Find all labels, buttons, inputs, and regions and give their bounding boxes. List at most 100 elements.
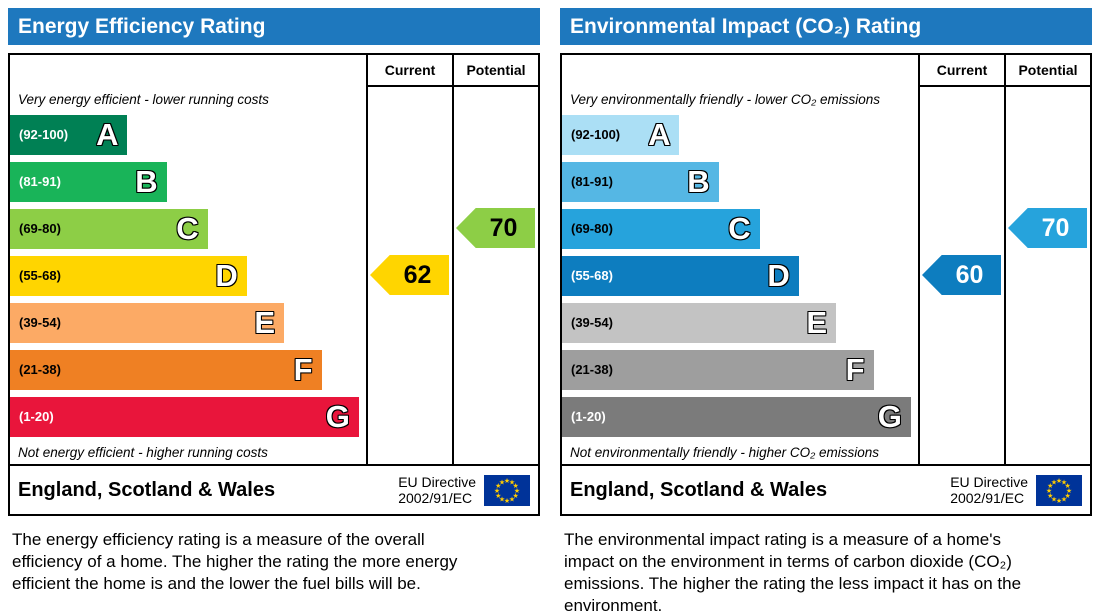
svg-text:★: ★ bbox=[513, 482, 519, 490]
chart-footer: England, Scotland & Wales EU Directive 2… bbox=[10, 464, 538, 514]
svg-text:★: ★ bbox=[1066, 487, 1072, 495]
top-note: Very environmentally friendly - lower CO… bbox=[570, 91, 880, 107]
eu-flag-icon: ★★★★★★★★★★★★ bbox=[1036, 474, 1082, 506]
potential-rating-arrow: 70 bbox=[1008, 208, 1087, 248]
eu-directive-line2: 2002/91/EC bbox=[950, 490, 1025, 506]
band-row: (21-38) F bbox=[562, 346, 918, 393]
panel-description: The environmental impact rating is a mea… bbox=[564, 530, 1022, 616]
band-row: (55-68) D bbox=[10, 252, 366, 299]
svg-text:★: ★ bbox=[509, 478, 515, 486]
band-range-label: (81-91) bbox=[571, 174, 613, 189]
band-range-label: (69-80) bbox=[571, 221, 613, 236]
band-letter: G bbox=[877, 399, 902, 434]
band-letter: C bbox=[176, 211, 199, 246]
svg-text:★: ★ bbox=[495, 492, 501, 500]
band-row: (69-80) C bbox=[10, 205, 366, 252]
band-row: (81-91) B bbox=[10, 158, 366, 205]
band-row: (92-100) A bbox=[10, 111, 366, 158]
band-bar-f: (21-38) F bbox=[562, 349, 874, 390]
epc-panel-environmental: Environmental Impact (CO₂) Rating Very e… bbox=[560, 8, 1092, 615]
svg-text:★: ★ bbox=[504, 477, 510, 485]
top-note: Very energy efficient - lower running co… bbox=[18, 91, 269, 107]
svg-text:★: ★ bbox=[1047, 492, 1053, 500]
current-rating-value: 60 bbox=[955, 260, 984, 289]
band-bar-b: (81-91) B bbox=[562, 161, 719, 202]
band-row: (55-68) D bbox=[562, 252, 918, 299]
band-range-label: (92-100) bbox=[19, 127, 69, 142]
band-range-label: (69-80) bbox=[19, 221, 61, 236]
svg-text:★: ★ bbox=[1047, 482, 1053, 490]
band-range-label: (81-91) bbox=[19, 174, 61, 189]
bottom-note: Not environmentally friendly - higher CO… bbox=[570, 444, 880, 460]
potential-column-header: Potential bbox=[454, 55, 538, 87]
potential-column: Potential 70 bbox=[452, 55, 538, 464]
band-range-label: (39-54) bbox=[571, 315, 613, 330]
band-range-label: (39-54) bbox=[19, 315, 61, 330]
current-column-header: Current bbox=[920, 55, 1004, 87]
current-rating-arrow: 60 bbox=[922, 255, 1001, 295]
panel-title: Energy Efficiency Rating bbox=[8, 8, 540, 45]
band-bar-g: (1-20) G bbox=[562, 396, 911, 437]
svg-text:★: ★ bbox=[1065, 482, 1071, 490]
svg-text:★: ★ bbox=[514, 487, 520, 495]
band-row: (69-80) C bbox=[562, 205, 918, 252]
region-label: England, Scotland & Wales bbox=[18, 478, 276, 501]
band-bar-g: (1-20) G bbox=[10, 396, 359, 437]
potential-column-header: Potential bbox=[1006, 55, 1090, 87]
svg-text:★: ★ bbox=[499, 478, 505, 486]
current-column: Current 62 bbox=[366, 55, 452, 464]
band-range-label: (55-68) bbox=[571, 268, 613, 283]
eu-directive-line1: EU Directive bbox=[398, 473, 476, 490]
band-row: (39-54) E bbox=[10, 299, 366, 346]
header-spacer bbox=[10, 55, 366, 87]
band-letter: A bbox=[648, 117, 671, 152]
band-bar-c: (69-80) C bbox=[10, 208, 208, 249]
band-bar-d: (55-68) D bbox=[10, 255, 247, 296]
band-row: (1-20) G bbox=[562, 393, 918, 440]
current-rating-value: 62 bbox=[403, 260, 432, 289]
panel-description: The energy efficiency rating is a measur… bbox=[12, 530, 458, 594]
band-letter: D bbox=[215, 258, 238, 293]
band-bar-a: (92-100) A bbox=[10, 114, 128, 155]
band-range-label: (92-100) bbox=[571, 127, 621, 142]
band-bar-c: (69-80) C bbox=[562, 208, 760, 249]
band-row: (39-54) E bbox=[562, 299, 918, 346]
rating-chart: Very environmentally friendly - lower CO… bbox=[560, 53, 1092, 516]
band-letter: D bbox=[767, 258, 790, 293]
svg-text:★: ★ bbox=[499, 495, 505, 503]
band-row: (21-38) F bbox=[10, 346, 366, 393]
chart-footer: England, Scotland & Wales EU Directive 2… bbox=[562, 464, 1090, 514]
band-letter: F bbox=[845, 352, 865, 387]
eu-directive-label: EU Directive 2002/91/EC bbox=[398, 474, 476, 506]
band-row: (81-91) B bbox=[562, 158, 918, 205]
current-rating-arrow: 62 bbox=[370, 255, 449, 295]
svg-text:★: ★ bbox=[513, 492, 519, 500]
potential-rating-arrow: 70 bbox=[456, 208, 535, 248]
band-letter: F bbox=[293, 352, 313, 387]
svg-text:★: ★ bbox=[1061, 495, 1067, 503]
svg-text:★: ★ bbox=[495, 482, 501, 490]
band-letter: E bbox=[806, 305, 828, 340]
panel-title: Environmental Impact (CO₂) Rating bbox=[560, 8, 1092, 45]
svg-text:★: ★ bbox=[1056, 497, 1062, 505]
potential-column: Potential 70 bbox=[1004, 55, 1090, 464]
potential-rating-value: 70 bbox=[1041, 213, 1070, 242]
band-letter: B bbox=[687, 164, 710, 199]
band-bar-e: (39-54) E bbox=[562, 302, 837, 343]
band-letter: C bbox=[728, 211, 751, 246]
header-spacer bbox=[562, 55, 918, 87]
eu-directive-label: EU Directive 2002/91/EC bbox=[950, 474, 1028, 506]
svg-text:★: ★ bbox=[1061, 478, 1067, 486]
band-range-label: (55-68) bbox=[19, 268, 61, 283]
rating-chart: Very energy efficient - lower running co… bbox=[8, 53, 540, 516]
band-bar-b: (81-91) B bbox=[10, 161, 167, 202]
band-bar-a: (92-100) A bbox=[562, 114, 680, 155]
svg-text:★: ★ bbox=[509, 495, 515, 503]
band-letter: A bbox=[96, 117, 119, 152]
band-row: (92-100) A bbox=[562, 111, 918, 158]
svg-text:★: ★ bbox=[494, 487, 500, 495]
svg-text:★: ★ bbox=[504, 497, 510, 505]
bottom-note: Not energy efficient - higher running co… bbox=[18, 444, 268, 460]
band-range-label: (21-38) bbox=[571, 362, 613, 377]
